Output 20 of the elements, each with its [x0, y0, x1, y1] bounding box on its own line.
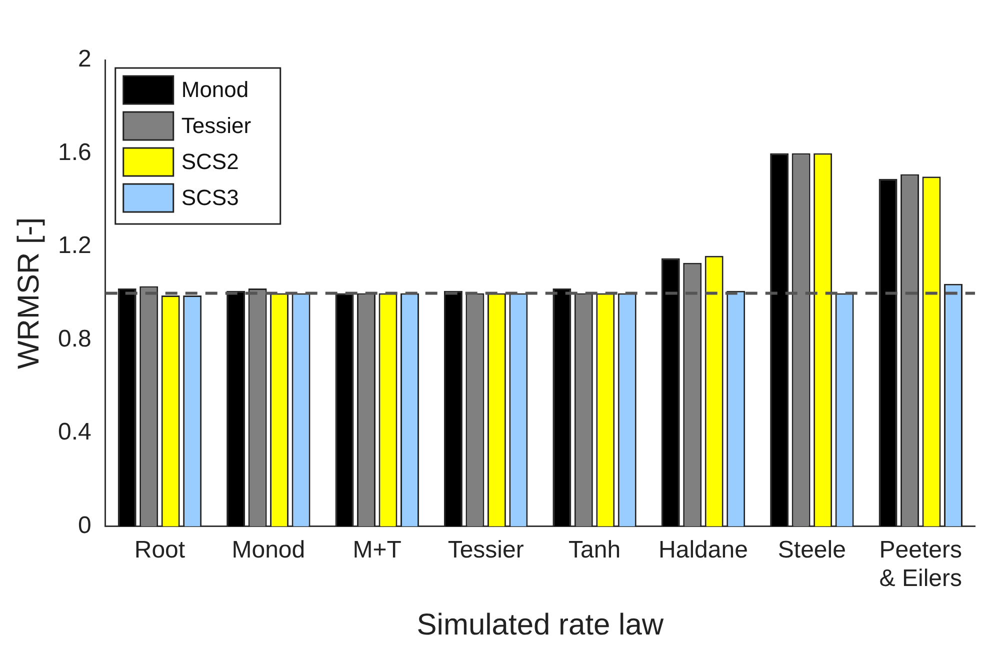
y-axis-title: WRMSR [-]	[12, 217, 46, 370]
y-tick-label: 1.2	[58, 232, 92, 260]
x-tick-label: Tanh	[568, 536, 621, 564]
y-tick-label: 2	[78, 46, 92, 73]
x-tick-label: Peeters & Eilers	[879, 536, 962, 592]
y-tick-label: 0	[78, 512, 92, 540]
x-tick-label: Monod	[232, 536, 306, 564]
y-tick-label: 0.4	[58, 418, 92, 446]
legend-label: SCS3	[181, 185, 239, 210]
legend-label: SCS2	[181, 149, 239, 174]
x-axis-title: Simulated rate law	[416, 608, 664, 642]
x-tick-label: Haldane	[658, 536, 748, 564]
legend-label: Monod	[181, 77, 249, 102]
x-tick-label: Root	[134, 536, 186, 564]
x-tick-label: M+T	[352, 536, 402, 564]
x-tick-label: Steele	[778, 536, 846, 564]
legend-label: Tessier	[181, 113, 252, 138]
y-tick-label: 0.8	[58, 325, 92, 352]
x-tick-label: Tessier	[448, 536, 524, 564]
y-tick-label: 1.6	[58, 138, 92, 166]
